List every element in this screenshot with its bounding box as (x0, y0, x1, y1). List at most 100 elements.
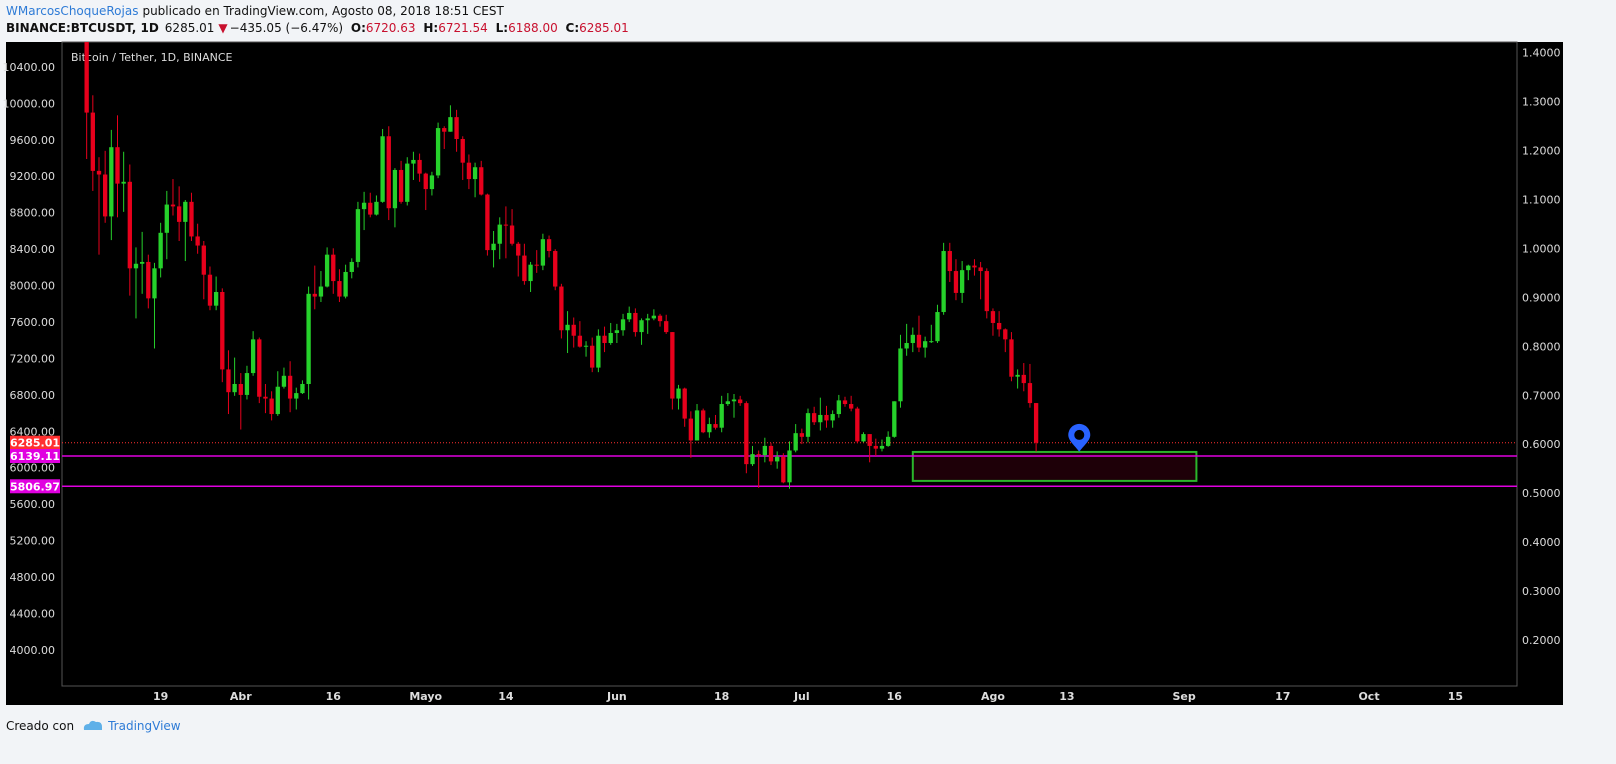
candle-body (608, 332, 613, 344)
candle-body (405, 163, 410, 202)
candle-body (158, 232, 163, 269)
candle-body (534, 264, 539, 266)
x-tick-label: 17 (1275, 690, 1290, 703)
candle-body (349, 261, 354, 272)
candle-body (417, 159, 422, 174)
candle-body (793, 433, 798, 451)
x-tick-label: 13 (1059, 690, 1074, 703)
candle-body (565, 324, 570, 331)
candle-body (466, 162, 472, 180)
candle-body (312, 293, 317, 297)
c: 6285.01 (579, 21, 629, 35)
candle-body (670, 332, 675, 399)
candle-body (750, 454, 755, 465)
plot-area (62, 42, 1517, 489)
candle-body (725, 401, 731, 405)
x-tick-label: Sep (1172, 690, 1195, 703)
candle-body (1027, 383, 1033, 404)
price-label: 6285.01 (10, 437, 60, 450)
candle-body (472, 167, 478, 180)
logo (83, 720, 103, 730)
candle-body (571, 324, 576, 336)
candle-body (818, 414, 823, 423)
candle-body (479, 167, 484, 195)
candle-body (485, 194, 490, 251)
candle-body (183, 201, 188, 222)
candle-body (343, 271, 348, 297)
y-tick-label: 6400.00 (10, 425, 56, 438)
o: 6720.63 (365, 21, 416, 35)
y2-tick-label: 0.6000 (1522, 438, 1561, 451)
candle-body (855, 408, 860, 442)
y2-tick-label: 0.8000 (1522, 340, 1561, 353)
candle-body (244, 373, 250, 395)
chart-background (6, 42, 1563, 705)
zone-box (911, 450, 1198, 482)
chart-title: Bitcoin / Tether, 1D, BINANCE (71, 51, 233, 64)
y-tick-label: 4800.00 (10, 571, 56, 584)
candle-body (306, 293, 311, 384)
symbol: BINANCE:BTCUSDT, 1D (6, 21, 159, 35)
candle-body (281, 375, 287, 387)
candle-body (590, 345, 595, 368)
candle-body (842, 400, 848, 405)
candle-body (546, 239, 552, 252)
candle-body (1015, 374, 1020, 377)
candle-body (972, 265, 977, 268)
candle-body (744, 403, 749, 465)
o-label: O: (350, 21, 366, 35)
brand-link[interactable]: TradingView (108, 719, 181, 733)
y2-tick-label: 1.0000 (1522, 242, 1561, 255)
price-label-box (10, 449, 60, 464)
candle-body (596, 335, 601, 368)
candle-body (916, 334, 922, 348)
candle-body (559, 286, 564, 331)
y2-tick-label: 0.7000 (1522, 389, 1561, 402)
candle-body (713, 424, 718, 428)
candle-body (830, 414, 835, 421)
candle-body (898, 348, 903, 402)
last: 6285.01 (164, 21, 215, 35)
candle-body (947, 251, 952, 272)
candle-body (509, 225, 515, 244)
candle-body (90, 112, 95, 171)
candle-body (324, 254, 330, 287)
header-line-2: BINANCE:BTCUSDT, 1D 6285.01 ▼ −435.05 (−6.4… (6, 21, 633, 35)
candle-body (1009, 339, 1014, 377)
x-tick-label: 19 (153, 690, 168, 703)
x-tick-label: Jul (793, 690, 810, 703)
x-tick-label: 18 (714, 690, 729, 703)
y2-tick-label: 0.4000 (1522, 536, 1561, 549)
candle-body (688, 418, 694, 441)
candle-body (824, 414, 829, 421)
y2-tick-label: 1.2000 (1522, 145, 1561, 158)
candle-body (645, 318, 650, 321)
candle-body (768, 445, 774, 462)
price-label: 5806.97 (10, 480, 60, 493)
candle-body (355, 209, 361, 262)
candle-body (799, 433, 804, 437)
footer: Creado con TradingView (6, 716, 185, 733)
candle-body (701, 410, 706, 433)
y-tick-label: 6000.00 (10, 462, 56, 475)
candle-body (664, 321, 669, 333)
candle-body (738, 399, 743, 404)
candle-body (633, 312, 638, 333)
candle-body (121, 181, 126, 184)
candle-body (682, 388, 687, 419)
candle-body (423, 173, 428, 190)
candle-body (220, 292, 225, 370)
x-tick-label: 16 (887, 690, 903, 703)
candle-body (226, 369, 231, 393)
y-tick-label: 5600.00 (10, 498, 56, 511)
candle-body (380, 136, 385, 202)
candle-body (195, 236, 200, 246)
y-tick-label: 5200.00 (10, 535, 56, 548)
author-link[interactable]: WMarcosChoqueRojas (6, 4, 139, 18)
candle-body (996, 322, 1002, 330)
y-tick-label: 4000.00 (10, 644, 56, 657)
candle-body (275, 386, 280, 415)
x-tick-label: Ago (981, 690, 1005, 703)
y2-tick-label: 1.4000 (1522, 47, 1561, 60)
